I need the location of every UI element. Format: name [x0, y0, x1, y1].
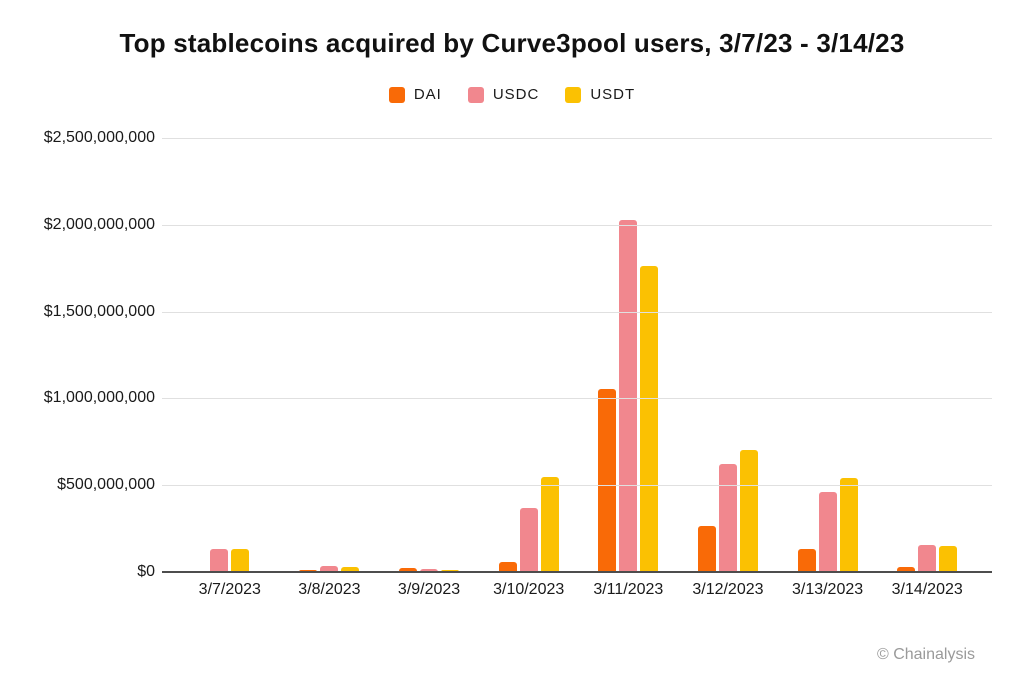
bar-group-3-10-2023: [479, 138, 579, 572]
chart-legend: DAI USDC USDT: [0, 86, 1024, 103]
x-tick-label: 3/12/2023: [692, 581, 764, 598]
x-tick-label: 3/10/2023: [493, 581, 565, 598]
bar-group-3-9-2023: [379, 138, 479, 572]
x-axis-labels: 3/7/2023 3/8/2023 3/9/2023 3/10/2023 3/11/20…: [180, 581, 977, 599]
bar-usdc: [619, 220, 638, 572]
bar-usdt: [939, 546, 958, 572]
bar-usdt: [839, 478, 858, 572]
legend-item-usdt: USDT: [565, 86, 635, 103]
gridline: [162, 224, 992, 226]
bar-usdc: [210, 549, 229, 572]
x-tick-label: 3/11/2023: [593, 581, 664, 598]
y-tick-label: $1,500,000,000: [43, 302, 155, 320]
bar-group-3-12-2023: [678, 138, 778, 572]
bar-usdt: [231, 549, 250, 572]
bar-dai: [897, 566, 916, 572]
gridline: [162, 311, 992, 313]
gridline: [162, 485, 992, 487]
bar-dai: [797, 548, 816, 572]
y-tick-label: $0: [137, 563, 155, 580]
legend-swatch-icon: [565, 86, 582, 103]
legend-label: USDT: [590, 86, 636, 103]
bar-group-3-7-2023: [180, 138, 280, 572]
bar-usdc: [420, 568, 439, 572]
bar-usdc: [519, 507, 538, 572]
y-tick-label: $500,000,000: [57, 476, 155, 494]
y-tick-label: $2,000,000,000: [43, 215, 155, 233]
x-tick-label: 3/8/2023: [298, 581, 361, 598]
legend-item-usdc: USDC: [467, 86, 540, 103]
x-tick-label: 3/14/2023: [891, 581, 963, 598]
y-tick-label: $1,000,000,000: [43, 389, 155, 407]
y-tick-label: $2,500,000,000: [43, 129, 155, 146]
chart-title: Top stablecoins acquired by Curve3pool u…: [119, 28, 905, 58]
bar-group-3-11-2023: [579, 138, 679, 572]
bar-usdc: [818, 491, 837, 572]
legend-label: USDC: [492, 86, 540, 103]
bars-area: [180, 138, 977, 572]
bar-dai: [598, 389, 617, 572]
bar-dai: [498, 561, 517, 572]
legend-label: DAI: [413, 86, 442, 103]
x-tick-label: 3/9/2023: [397, 581, 461, 598]
bar-usdt: [540, 477, 559, 572]
bar-usdt: [739, 449, 758, 572]
gridline: [162, 138, 992, 139]
bar-usdc: [918, 545, 937, 572]
gridline: [162, 398, 992, 400]
bar-dai: [399, 567, 418, 572]
bar-group-3-14-2023: [877, 138, 977, 572]
chainalysis-credit: © Chainalysis: [876, 646, 975, 663]
x-tick-label: 3/7/2023: [198, 581, 261, 598]
bar-group-3-13-2023: [778, 138, 878, 572]
bar-usdc: [320, 565, 339, 572]
bar-dai: [299, 569, 318, 572]
legend-item-dai: DAI: [388, 86, 442, 103]
x-tick-label: 3/13/2023: [791, 581, 864, 598]
legend-swatch-icon: [388, 86, 405, 103]
bar-usdc: [718, 464, 737, 572]
bar-usdt: [341, 567, 360, 572]
bar-dai: [697, 526, 716, 572]
legend-swatch-icon: [467, 86, 484, 103]
bar-group-3-8-2023: [280, 138, 380, 572]
x-axis-line: [162, 571, 992, 573]
bar-usdt: [640, 266, 659, 572]
